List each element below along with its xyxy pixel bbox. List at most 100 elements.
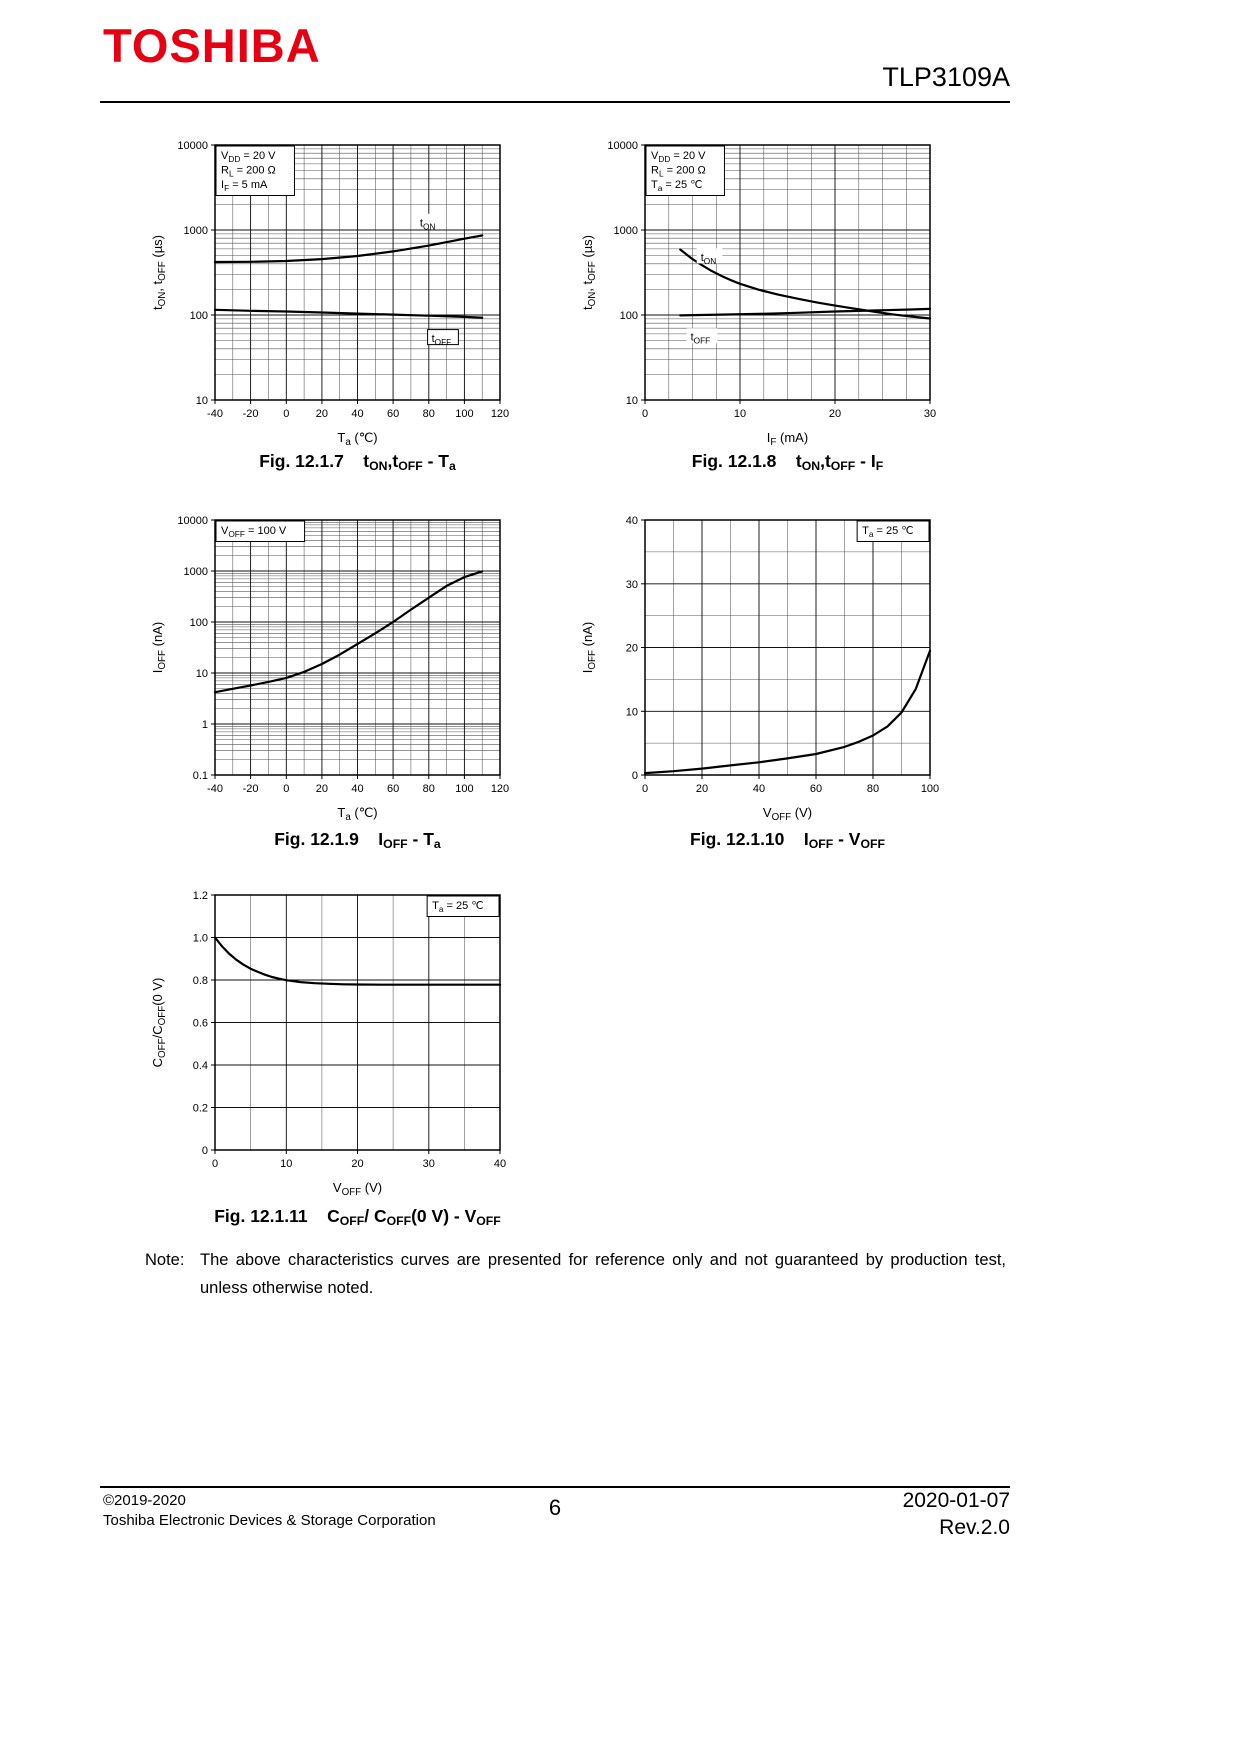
svg-text:IF = 5 mA: IF = 5 mA <box>221 179 268 193</box>
chart-ioff-vs-voff: 0 20 40 60 80 100 0 10 20 30 40 VOFF (V) IOFF (nA) Ta… <box>580 515 939 823</box>
svg-text:tON: tON <box>420 217 436 231</box>
svg-text:tON: tON <box>701 252 717 266</box>
svg-text:0.6: 0.6 <box>193 1018 208 1030</box>
svg-text:10000: 10000 <box>177 140 208 152</box>
svg-text:tON, tOFF (µs): tON, tOFF (µs) <box>580 235 598 310</box>
svg-text:tOFF: tOFF <box>432 333 452 347</box>
note-label: Note: <box>145 1251 185 1269</box>
svg-text:0: 0 <box>283 783 289 795</box>
svg-text:100: 100 <box>455 783 473 795</box>
footer-company: Toshiba Electronic Devices & Storage Cor… <box>103 1512 436 1529</box>
svg-text:COFF/COFF(0 V): COFF/COFF(0 V) <box>150 978 168 1068</box>
svg-text:-20: -20 <box>243 783 259 795</box>
figure-12-1-9: -40 -20 0 20 40 60 80 100 120 0.1 1 10 100 1000 10000 T… <box>140 510 520 830</box>
footer-rule <box>100 1486 1010 1488</box>
svg-text:Ta = 25 ℃: Ta = 25 ℃ <box>432 900 484 914</box>
svg-text:0.8: 0.8 <box>193 975 208 987</box>
svg-text:60: 60 <box>387 408 399 420</box>
svg-text:1000: 1000 <box>184 566 208 578</box>
svg-text:60: 60 <box>387 783 399 795</box>
svg-text:10: 10 <box>280 1158 292 1170</box>
toshiba-logo: TOSHIBA <box>103 19 321 72</box>
svg-text:0: 0 <box>632 770 638 782</box>
svg-text:0: 0 <box>202 1145 208 1157</box>
svg-text:40: 40 <box>351 783 363 795</box>
svg-text:0.2: 0.2 <box>193 1103 208 1115</box>
svg-text:RL = 200 Ω: RL = 200 Ω <box>221 165 276 179</box>
svg-text:40: 40 <box>494 1158 506 1170</box>
svg-text:100: 100 <box>455 408 473 420</box>
svg-text:10000: 10000 <box>177 515 208 527</box>
chart-ton-toff-vs-if: 0 10 20 30 10 100 1000 10000 IF (mA) tON, tOFF (µ… <box>580 140 936 448</box>
svg-text:0: 0 <box>212 1158 218 1170</box>
svg-text:0: 0 <box>283 408 289 420</box>
chart-ioff-vs-ta: -40 -20 0 20 40 60 80 100 120 0.1 1 10 100 1000 10000 T… <box>150 515 509 823</box>
svg-text:30: 30 <box>626 579 638 591</box>
svg-text:VOFF (V): VOFF (V) <box>333 1180 382 1198</box>
svg-text:tOFF: tOFF <box>691 332 711 346</box>
svg-text:40: 40 <box>753 783 765 795</box>
svg-text:40: 40 <box>626 515 638 527</box>
svg-text:100: 100 <box>190 310 208 322</box>
svg-text:80: 80 <box>867 783 879 795</box>
svg-text:-40: -40 <box>207 408 223 420</box>
note-text-line1: The above characteristics curves are pre… <box>200 1251 1006 1269</box>
svg-text:120: 120 <box>491 408 509 420</box>
svg-text:tON, tOFF (µs): tON, tOFF (µs) <box>150 235 168 310</box>
svg-text:VDD = 20 V: VDD = 20 V <box>651 150 706 164</box>
svg-text:10: 10 <box>626 395 638 407</box>
svg-text:1.2: 1.2 <box>193 890 208 902</box>
svg-text:20: 20 <box>696 783 708 795</box>
svg-text:60: 60 <box>810 783 822 795</box>
svg-text:10000: 10000 <box>607 140 638 152</box>
footer-date: 2020-01-07 <box>902 1489 1010 1512</box>
svg-text:10: 10 <box>734 408 746 420</box>
svg-text:20: 20 <box>829 408 841 420</box>
svg-text:RL = 200 Ω: RL = 200 Ω <box>651 165 706 179</box>
figure-12-1-7: -40 -20 0 20 40 60 80 100 120 10 100 1000 10000 Ta (℃… <box>140 135 520 455</box>
caption-fig-12-1-7: Fig. 12.1.7 tON,tOFF - Ta <box>259 451 456 474</box>
svg-text:Ta (℃): Ta (℃) <box>337 805 377 823</box>
chart-coff-ratio-vs-voff: 0 10 20 30 40 0 0.2 0.4 0.6 0.8 1.0 1.2 VOFF (V) COFF… <box>150 890 506 1198</box>
svg-text:10: 10 <box>196 668 208 680</box>
svg-text:100: 100 <box>620 310 638 322</box>
svg-text:-40: -40 <box>207 783 223 795</box>
svg-text:Ta (℃): Ta (℃) <box>337 430 377 448</box>
note-text-line2: unless otherwise noted. <box>200 1279 374 1297</box>
svg-text:IOFF (nA): IOFF (nA) <box>580 622 598 673</box>
svg-text:VOFF = 100 V: VOFF = 100 V <box>221 525 287 539</box>
svg-text:VOFF (V): VOFF (V) <box>763 805 812 823</box>
footer-revision: Rev.2.0 <box>939 1516 1010 1539</box>
svg-text:120: 120 <box>491 783 509 795</box>
svg-text:0.1: 0.1 <box>193 770 208 782</box>
svg-text:Ta = 25 ℃: Ta = 25 ℃ <box>651 179 703 193</box>
svg-text:80: 80 <box>423 408 435 420</box>
figure-12-1-8: 0 10 20 30 10 100 1000 10000 IF (mA) tON, tOFF (µ… <box>570 135 950 455</box>
svg-text:IOFF (nA): IOFF (nA) <box>150 622 168 673</box>
svg-text:1: 1 <box>202 719 208 731</box>
figure-12-1-10: 0 20 40 60 80 100 0 10 20 30 40 VOFF (V) IOFF (nA) Ta… <box>570 510 950 830</box>
part-number: TLP3109A <box>882 62 1010 92</box>
svg-text:0.4: 0.4 <box>193 1060 208 1072</box>
footer-copyright: ©2019-2020 <box>103 1492 186 1509</box>
svg-text:-20: -20 <box>243 408 259 420</box>
svg-text:0: 0 <box>642 408 648 420</box>
caption-fig-12-1-10: Fig. 12.1.10 IOFF - VOFF <box>690 829 885 852</box>
header-rule <box>100 101 1010 103</box>
svg-text:80: 80 <box>423 783 435 795</box>
page-number: 6 <box>548 1495 562 1520</box>
svg-text:100: 100 <box>921 783 939 795</box>
caption-fig-12-1-9: Fig. 12.1.9 IOFF - Ta <box>274 829 441 852</box>
svg-text:10: 10 <box>626 706 638 718</box>
svg-text:0: 0 <box>642 783 648 795</box>
svg-text:100: 100 <box>190 617 208 629</box>
svg-text:Ta = 25 ℃: Ta = 25 ℃ <box>862 525 914 539</box>
svg-text:30: 30 <box>924 408 936 420</box>
chart-ton-toff-vs-ta: -40 -20 0 20 40 60 80 100 120 10 100 1000 10000 Ta (℃… <box>150 140 509 448</box>
svg-text:1.0: 1.0 <box>193 933 208 945</box>
svg-text:20: 20 <box>351 1158 363 1170</box>
figure-12-1-11: 0 10 20 30 40 0 0.2 0.4 0.6 0.8 1.0 1.2 VOFF (V) COFF… <box>140 885 520 1205</box>
svg-text:VDD = 20 V: VDD = 20 V <box>221 150 276 164</box>
caption-fig-12-1-11: Fig. 12.1.11 COFF/ COFF(0 V) - VOFF <box>214 1206 501 1229</box>
